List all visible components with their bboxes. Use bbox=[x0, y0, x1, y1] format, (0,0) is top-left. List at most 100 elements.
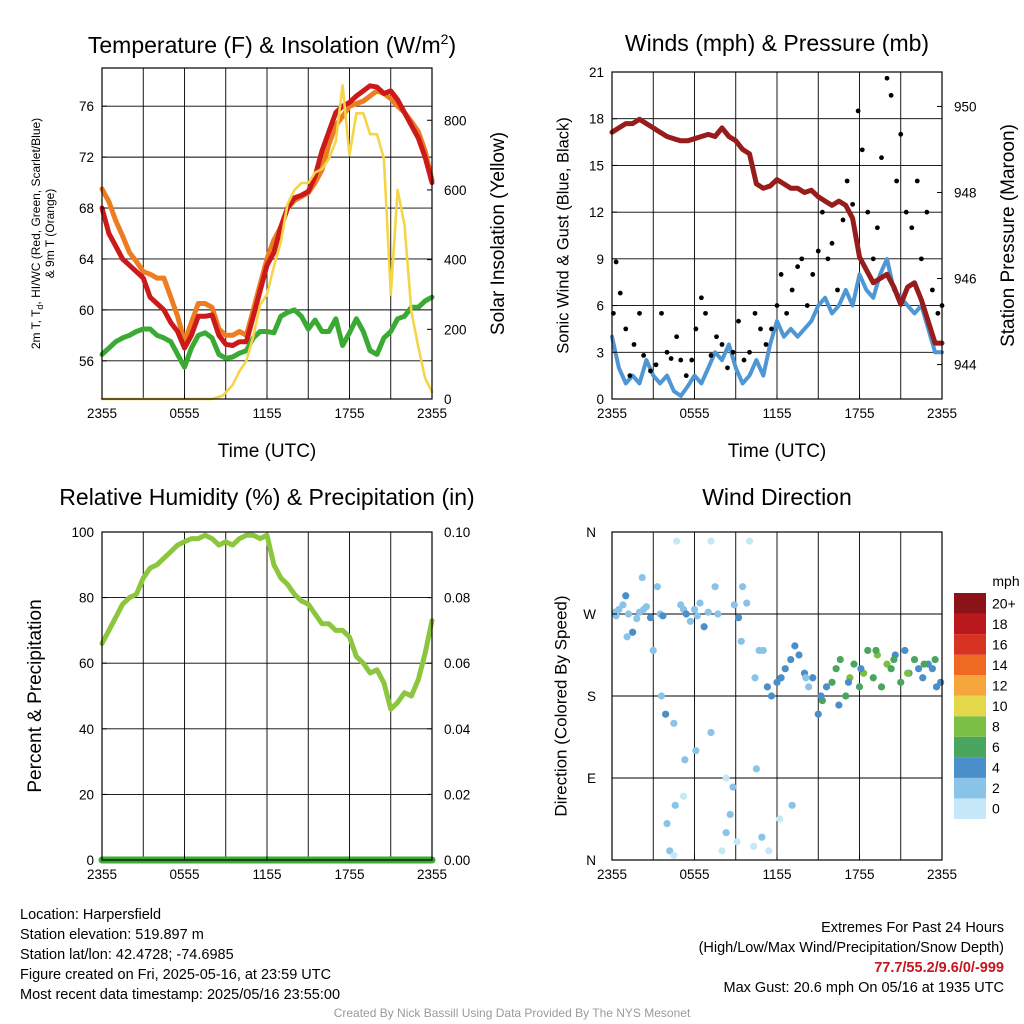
y-left-axis-label: Percent & Precipitation bbox=[25, 599, 46, 792]
colorbar-swatch bbox=[954, 757, 986, 778]
direction-point bbox=[836, 655, 844, 664]
direction-point bbox=[739, 583, 747, 591]
extremes-values: 77.7/55.2/9.6/0/-999 bbox=[874, 960, 1004, 976]
x-axis-label: Time (UTC) bbox=[728, 441, 827, 462]
colorbar-swatch bbox=[954, 798, 986, 819]
direction-point bbox=[745, 537, 754, 545]
gust-point bbox=[774, 303, 780, 308]
gust-point bbox=[648, 368, 653, 374]
gust-point bbox=[747, 349, 752, 355]
direction-point bbox=[704, 608, 712, 616]
colorbar-label: 20+ bbox=[992, 595, 1016, 611]
direction-point bbox=[662, 710, 670, 718]
y-right-tick-label: 200 bbox=[444, 322, 467, 337]
direction-point bbox=[722, 774, 730, 782]
gust-point bbox=[795, 264, 801, 270]
created-text: Figure created on Fri, 2025-05-16, at 23… bbox=[20, 967, 332, 983]
y-right-axis-label: Station Pressure (Maroon) bbox=[998, 124, 1019, 347]
y-right-tick-label: 0.10 bbox=[444, 525, 470, 540]
y-left-tick-label: 18 bbox=[589, 112, 604, 127]
direction-point bbox=[788, 801, 796, 809]
colorbar-swatch bbox=[954, 634, 986, 655]
gust-point bbox=[719, 342, 725, 347]
gust-point bbox=[884, 75, 890, 81]
x-tick-label: 1755 bbox=[844, 406, 874, 421]
y-right-tick-label: 944 bbox=[954, 358, 977, 373]
direction-point bbox=[673, 537, 681, 545]
y-left-tick-label: 0 bbox=[596, 392, 604, 407]
gust-point bbox=[653, 362, 659, 368]
direction-point bbox=[714, 610, 722, 618]
title-superscript: 2 bbox=[441, 31, 449, 47]
y-right-tick-label: 948 bbox=[954, 185, 977, 200]
x-tick-label: 1155 bbox=[252, 406, 281, 421]
gust-point bbox=[859, 147, 865, 153]
y-left-tick-label: 100 bbox=[71, 525, 94, 540]
direction-point bbox=[890, 655, 898, 664]
direction-point bbox=[737, 637, 745, 645]
direction-point bbox=[822, 683, 831, 691]
series-line-2 bbox=[99, 294, 435, 370]
extremes-info: Extremes For Past 24 Hours (High/Low/Max… bbox=[699, 918, 1004, 998]
direction-point bbox=[763, 683, 771, 691]
y-left-tick-label: 9 bbox=[596, 252, 604, 267]
colorbar-swatch bbox=[954, 675, 986, 696]
direction-point bbox=[734, 614, 743, 622]
colorbar-label: 10 bbox=[992, 698, 1008, 714]
direction-point bbox=[919, 674, 927, 682]
y-right-tick-label: 950 bbox=[954, 99, 977, 114]
x-tick-label: 1755 bbox=[334, 867, 364, 882]
direction-point bbox=[666, 847, 674, 855]
extremes-subtitle: (High/Low/Max Wind/Precipitation/Snow De… bbox=[698, 940, 1004, 956]
direction-point bbox=[828, 678, 836, 686]
direction-point bbox=[646, 614, 655, 622]
direction-point bbox=[809, 674, 817, 682]
colorbar-swatch bbox=[954, 777, 986, 799]
gust-point bbox=[924, 209, 930, 215]
y-left-tick-label: 80 bbox=[79, 591, 94, 606]
gust-point bbox=[752, 310, 758, 316]
gust-point bbox=[617, 290, 623, 296]
gust-point bbox=[703, 310, 708, 316]
direction-point bbox=[707, 728, 715, 737]
gust-point bbox=[678, 357, 684, 363]
direction-point bbox=[681, 756, 689, 764]
direction-point bbox=[932, 683, 941, 691]
direction-point bbox=[750, 842, 758, 850]
y-right-axis-label: Solar Insolation (Yellow) bbox=[488, 132, 509, 335]
direction-point bbox=[887, 665, 895, 673]
colorbar-label: 6 bbox=[992, 739, 1000, 755]
direction-point bbox=[629, 628, 637, 636]
direction-point bbox=[679, 792, 688, 800]
direction-point bbox=[663, 819, 671, 828]
colorbar-label: 8 bbox=[992, 719, 1000, 735]
x-tick-label: 2355 bbox=[597, 867, 627, 882]
series-line-0 bbox=[610, 256, 944, 398]
colorbar-swatch bbox=[954, 613, 986, 635]
direction-point bbox=[633, 614, 641, 623]
y-right-tick-label: 0.08 bbox=[444, 591, 470, 606]
y-left-tick-label: 12 bbox=[589, 205, 604, 220]
direction-point bbox=[622, 592, 630, 600]
colorbar-label: 2 bbox=[992, 780, 1000, 796]
gust-point bbox=[741, 357, 747, 363]
panel-title: Wind Direction bbox=[702, 484, 852, 510]
colorbar-label: 0 bbox=[992, 801, 1000, 817]
gust-point bbox=[844, 178, 850, 184]
x-tick-label: 0555 bbox=[169, 867, 199, 882]
y-right-tick-label: 0.02 bbox=[444, 787, 470, 802]
direction-point bbox=[931, 655, 939, 664]
y-dir-tick-label: E bbox=[587, 771, 596, 786]
direction-point bbox=[690, 605, 699, 614]
y-left-tick-label: 21 bbox=[589, 65, 604, 80]
direction-point bbox=[638, 573, 646, 582]
direction-point bbox=[814, 710, 822, 718]
y-right-tick-label: 0.06 bbox=[444, 656, 470, 671]
gust-point bbox=[799, 256, 805, 262]
location-text: Location: Harpersfield bbox=[20, 907, 162, 923]
gust-point bbox=[835, 287, 840, 293]
x-tick-label: 2355 bbox=[927, 406, 957, 421]
direction-point bbox=[795, 651, 803, 659]
direction-point bbox=[920, 660, 928, 668]
